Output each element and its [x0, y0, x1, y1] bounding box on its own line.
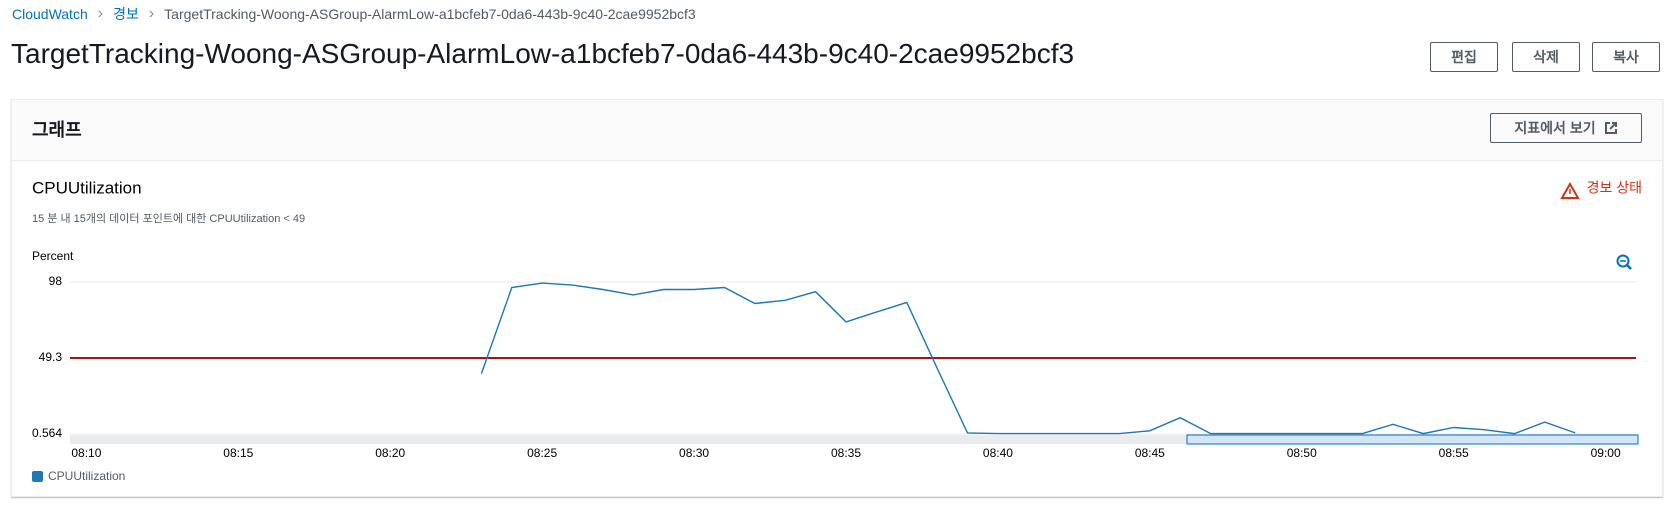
view-in-metrics-button[interactable]: 지표에서 보기: [1490, 113, 1642, 143]
y-axis-label: Percent: [32, 249, 74, 263]
y-tick-label: 0.564: [32, 426, 62, 440]
breadcrumb-link[interactable]: CloudWatch: [12, 6, 88, 22]
graph-panel: 그래프 지표에서 보기: [11, 99, 1663, 497]
x-tick-label: 08:30: [679, 446, 709, 460]
x-tick-label: 08:15: [223, 446, 253, 460]
legend-swatch: [32, 471, 43, 482]
edit-button[interactable]: 편집: [1430, 42, 1498, 72]
y-tick-label: 49.3: [39, 350, 63, 364]
x-tick-label: 08:45: [1135, 446, 1165, 460]
x-tick-label: 08:35: [831, 446, 861, 460]
button-label: 지표에서 보기: [1514, 120, 1596, 136]
breadcrumb-link[interactable]: 경보: [113, 6, 139, 22]
y-tick-label: 98: [49, 274, 63, 288]
external-icon: [1604, 122, 1617, 134]
x-tick-label: 08:20: [375, 446, 405, 460]
panel-title: 그래프: [32, 120, 82, 140]
zoom-icon[interactable]: [1616, 254, 1632, 270]
alarm-icon: [1560, 181, 1580, 199]
x-tick-label: 08:50: [1287, 446, 1317, 460]
delete-button[interactable]: 삭제: [1512, 42, 1580, 72]
x-tick-label: 08:25: [527, 446, 557, 460]
x-tick-label: 08:40: [983, 446, 1013, 460]
chart-title: CPUUtilization: [32, 178, 142, 197]
range-track: [70, 435, 1638, 444]
page-title: TargetTracking-Woong-ASGroup-AlarmLow-a1…: [11, 38, 1075, 69]
x-tick-label: 09:00: [1591, 446, 1621, 460]
breadcrumb-current: TargetTracking-Woong-ASGroup-AlarmLow-a1…: [164, 6, 696, 22]
separator: ›: [148, 5, 155, 22]
x-tick-label: 08:10: [71, 446, 101, 460]
legend-label: CPUUtilization: [48, 469, 125, 483]
breadcrumb: CloudWatch › 경보 › TargetTracking-Woong-A…: [12, 4, 696, 24]
x-tick-label: 08:55: [1439, 446, 1469, 460]
range-selector[interactable]: [1186, 434, 1639, 445]
data-line: [480, 282, 1576, 435]
separator: ›: [97, 5, 104, 22]
alarm-status: 경보 상태: [1587, 180, 1642, 196]
chart-subtitle: 15 분 내 15개의 데이터 포인트에 대한 CPUUtilization <…: [32, 212, 305, 225]
copy-button[interactable]: 복사: [1592, 42, 1660, 72]
panel-header: 그래프 지표에서 보기: [12, 100, 1662, 161]
